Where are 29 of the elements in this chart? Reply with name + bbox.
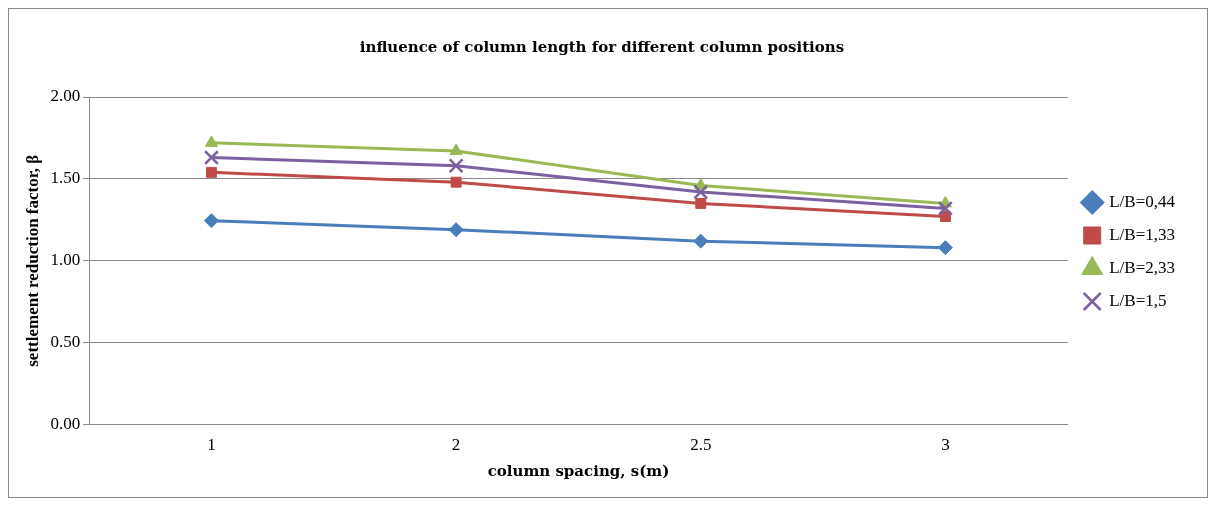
point	[937, 200, 954, 216]
y-tick-label: 1.50	[50, 168, 81, 188]
x-axis-title: column spacing, s(m)	[487, 461, 670, 480]
point	[693, 233, 709, 249]
point	[695, 198, 707, 209]
y-axis-title: settlement reduction factor, β	[22, 154, 42, 367]
y-tick-label: 1.00	[50, 250, 81, 270]
y-tick-label: 0.00	[50, 414, 81, 434]
legend-label: L/B=1,5	[1109, 290, 1167, 310]
point	[203, 149, 220, 166]
point	[450, 176, 462, 188]
legend-label: L/B=1,33	[1109, 224, 1176, 244]
point	[693, 184, 709, 200]
y-tick-label: 2.00	[50, 86, 81, 106]
x-tick-label: 1	[207, 435, 216, 455]
chart-title: influence of column length for different column positions	[359, 37, 845, 56]
legend-label: L/B=2,33	[1109, 257, 1176, 277]
point	[204, 135, 219, 147]
x-tick-label: 2.5	[690, 435, 712, 455]
point	[449, 143, 463, 156]
legend-label: L/B=0,44	[1109, 191, 1176, 211]
y-tick-label: 0.50	[50, 332, 81, 352]
x-tick-label: 3	[941, 435, 950, 455]
point	[448, 158, 464, 174]
x-tick-label: 2	[451, 435, 461, 455]
point	[937, 240, 953, 256]
point	[448, 222, 464, 238]
point	[206, 166, 217, 178]
point	[203, 213, 219, 229]
